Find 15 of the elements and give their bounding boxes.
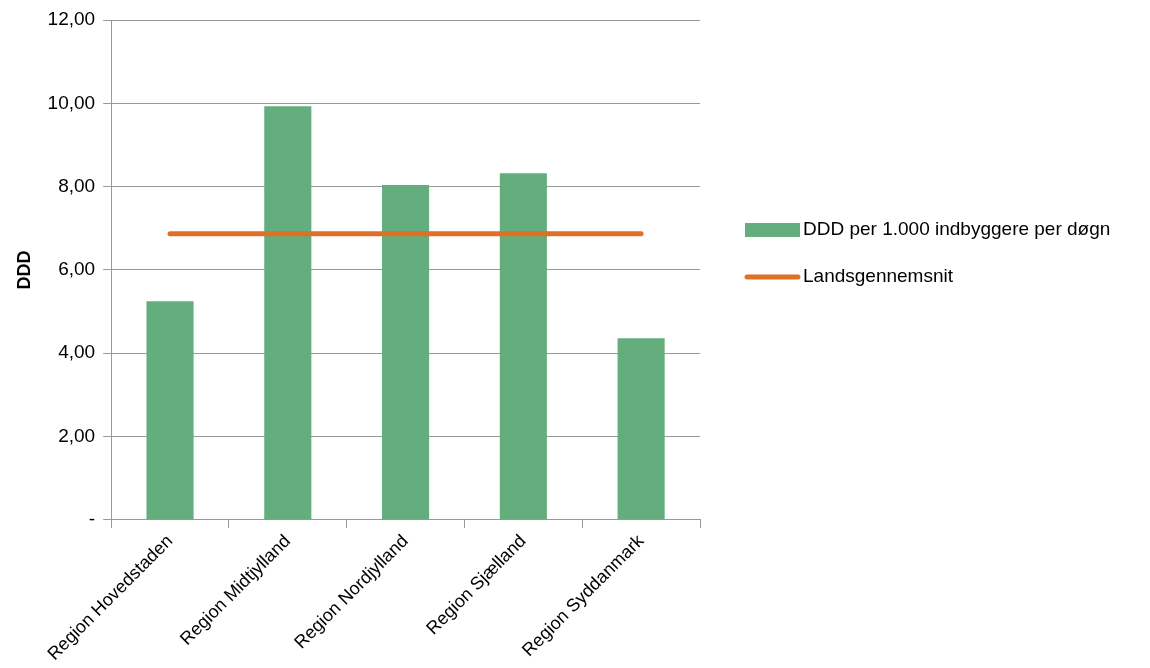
bar xyxy=(382,184,430,520)
y-tick-label: 6,00 xyxy=(58,258,96,280)
y-tick-label: 2,00 xyxy=(58,424,96,446)
y-axis-title: DDD xyxy=(13,250,34,290)
legend-label: DDD per 1.000 indbyggere per døgn xyxy=(803,218,1111,240)
y-tick-label: 8,00 xyxy=(58,174,96,196)
bar xyxy=(146,301,194,520)
bar xyxy=(617,338,665,520)
bar xyxy=(264,106,312,520)
y-tick-label: 4,00 xyxy=(58,341,96,363)
y-tick-label: - xyxy=(88,508,96,530)
legend-label: Landsgennemsnit xyxy=(803,265,954,287)
y-tick-label: 12,00 xyxy=(47,8,96,30)
y-tick-label: 10,00 xyxy=(47,91,96,113)
bar xyxy=(499,173,547,520)
